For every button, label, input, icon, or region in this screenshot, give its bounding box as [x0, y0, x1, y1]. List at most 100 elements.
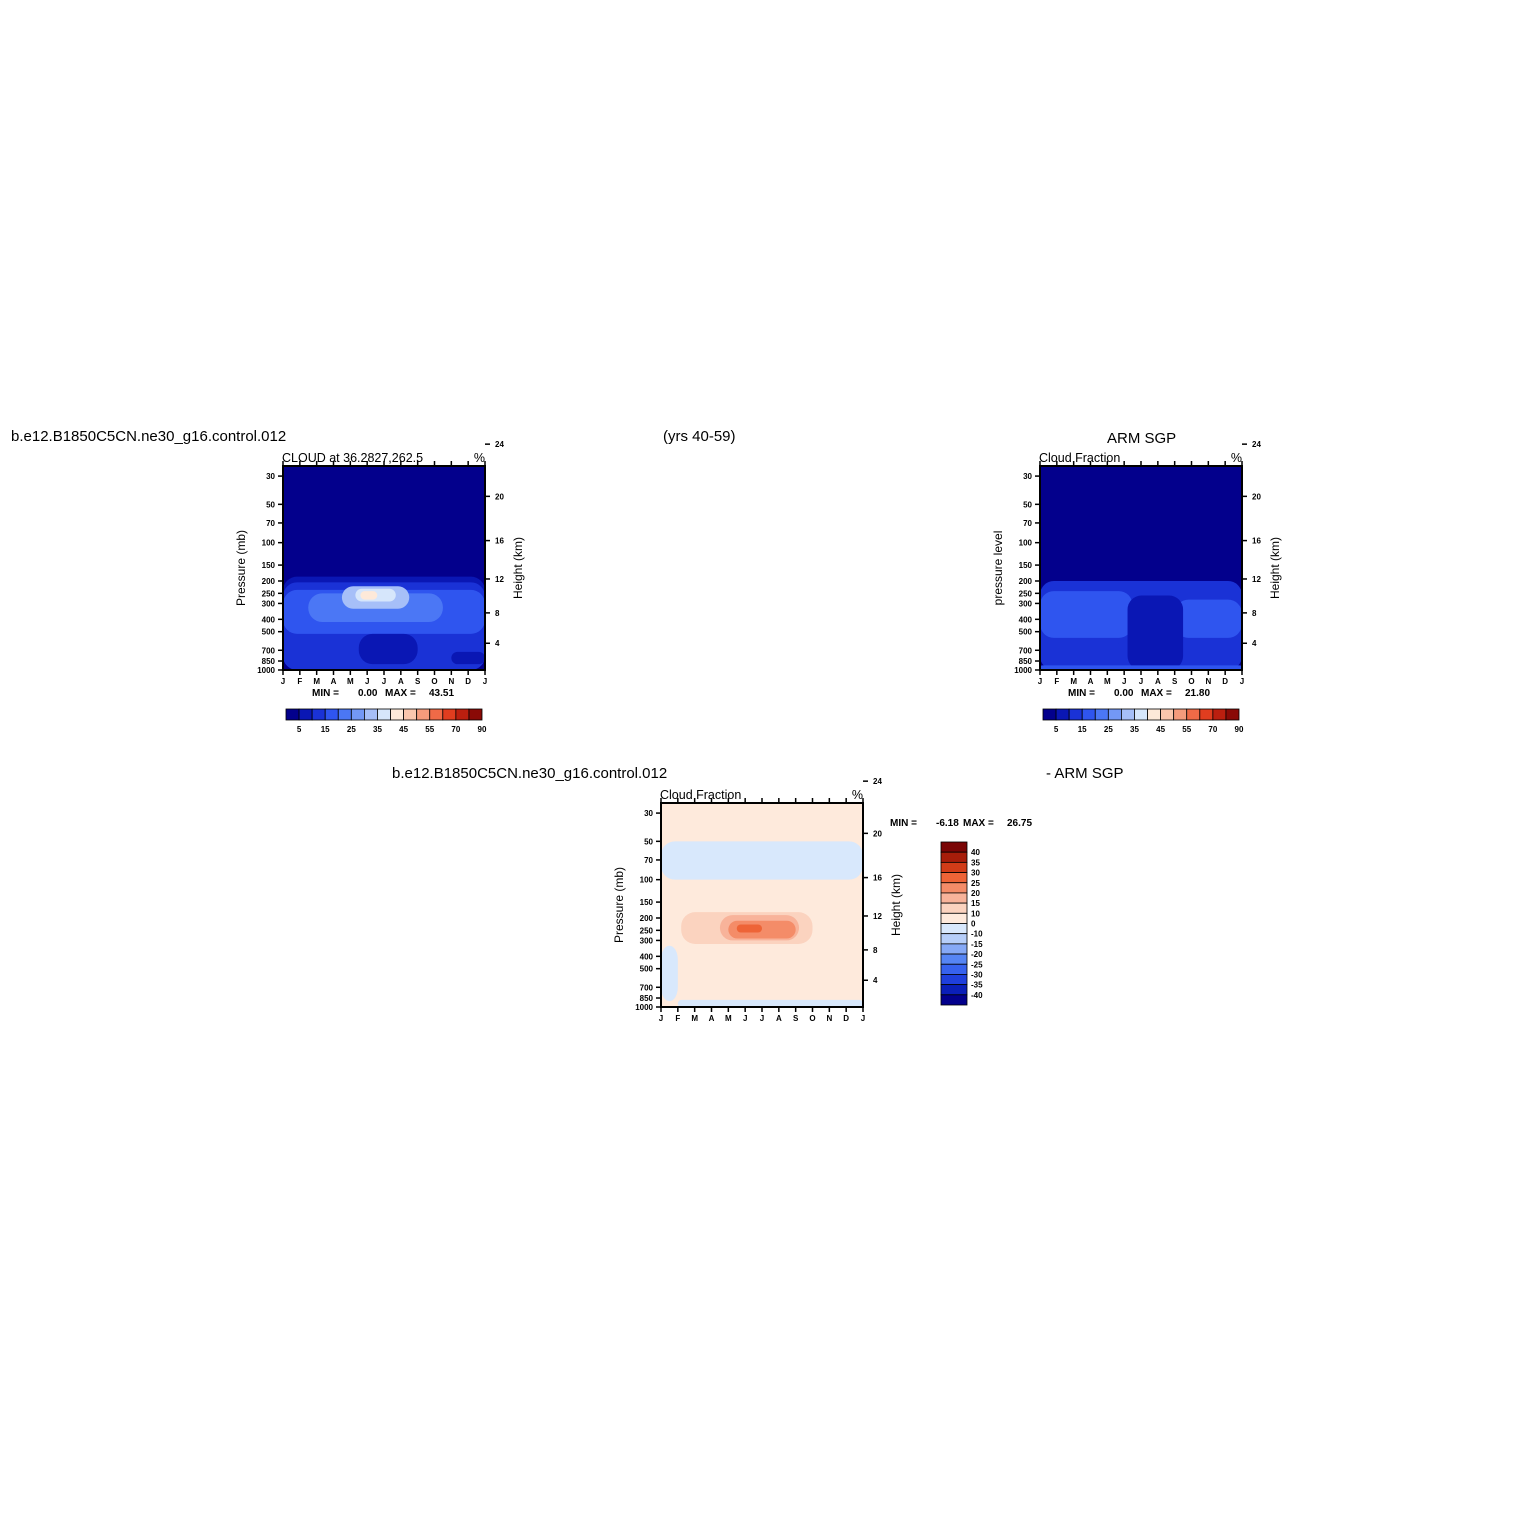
colorbar-box	[1186, 708, 1201, 721]
y-tick-label: 100	[1019, 539, 1033, 548]
colorbar-box	[940, 912, 968, 924]
y-tick-label: 70	[266, 519, 275, 528]
contour-fill	[283, 466, 485, 670]
colorbar-box	[940, 841, 968, 853]
colorbar-box	[940, 963, 968, 975]
x-tick-label: J	[1038, 677, 1042, 686]
colorbar-box	[940, 984, 968, 996]
contour-region-7	[360, 591, 378, 600]
y-tick-label: 850	[1019, 657, 1033, 666]
max-value: 26.75	[1007, 818, 1032, 829]
x-tick-label: A	[331, 677, 337, 686]
y-tick-label: 850	[262, 657, 276, 666]
y-tick-label: 30	[266, 472, 275, 481]
x-tick-label: D	[843, 1014, 849, 1023]
height-tick-label: 16	[873, 874, 882, 883]
colorbar-label: 35	[1130, 725, 1139, 734]
x-tick-label: S	[1172, 677, 1178, 686]
y-tick-label: 70	[644, 856, 653, 865]
contour-region-9	[451, 651, 485, 665]
height-tick-label: 8	[495, 609, 500, 618]
colorbar-label: 25	[347, 725, 356, 734]
colorbar-label: -20	[971, 950, 983, 959]
x-tick-label: M	[1070, 677, 1077, 686]
colorbar-box	[940, 892, 968, 904]
y-tick-label: 250	[1019, 589, 1033, 598]
contour-region-2	[661, 945, 678, 1002]
x-tick-label: J	[1122, 677, 1126, 686]
x-tick-label: N	[1205, 677, 1211, 686]
y-axis-label: pressure level	[991, 531, 1005, 606]
y-tick-label: 150	[640, 898, 654, 907]
colorbar-box	[1068, 708, 1083, 721]
x-tick-label: S	[793, 1014, 799, 1023]
obs-title: ARM SGP	[1107, 430, 1176, 447]
y-tick-label: 200	[1019, 577, 1033, 586]
colorbar-label: 90	[478, 725, 487, 734]
units-label: %	[474, 451, 485, 465]
y-axis-right-label: Height (km)	[1268, 537, 1282, 599]
y-axis-right-label: Height (km)	[511, 537, 525, 599]
min-label: MIN =	[1068, 688, 1095, 699]
y-tick-label: 850	[640, 994, 654, 1003]
x-tick-label: M	[347, 677, 354, 686]
colorbar: 5 15 25 35 45 55 70 90	[285, 708, 487, 734]
y-tick-label: 300	[262, 599, 276, 608]
height-tick-label: 20	[495, 492, 504, 501]
x-tick-label: M	[725, 1014, 732, 1023]
max-label: MAX =	[385, 688, 416, 699]
x-tick-label: J	[760, 1014, 764, 1023]
contour-region-2	[1040, 591, 1133, 638]
panel-title: Cloud Fraction	[1039, 451, 1120, 465]
colorbar-box	[298, 708, 313, 721]
x-tick-label: N	[448, 677, 454, 686]
colorbar-box	[940, 851, 968, 863]
colorbar-box	[363, 708, 378, 721]
x-tick-label: J	[365, 677, 369, 686]
colorbar-box	[1107, 708, 1122, 721]
colorbar-box	[1121, 708, 1135, 721]
height-tick-label: 20	[1252, 492, 1261, 501]
height-tick-label: 24	[495, 440, 504, 449]
y-tick-label: 50	[1023, 500, 1032, 509]
x-tick-label: J	[483, 677, 487, 686]
height-tick-label: 12	[1252, 575, 1261, 584]
y-tick-label: 70	[1023, 519, 1032, 528]
x-tick-label: A	[776, 1014, 782, 1023]
colorbar-box	[468, 708, 483, 721]
y-tick-label: 100	[262, 539, 276, 548]
colorbar-label: 25	[971, 879, 980, 888]
contour-fill	[1040, 466, 1242, 670]
colorbar-label: 45	[1156, 725, 1165, 734]
colorbar-box	[940, 861, 968, 873]
contour-region-1	[661, 841, 863, 880]
x-tick-label: S	[415, 677, 421, 686]
colorbar-box	[1081, 708, 1096, 721]
y-tick-label: 150	[262, 561, 276, 570]
x-tick-label: J	[1240, 677, 1244, 686]
y-tick-label: 500	[640, 965, 654, 974]
min-value: -6.18	[936, 818, 959, 829]
y-tick-label: 1000	[257, 666, 275, 675]
y-axis-label: Pressure (mb)	[234, 530, 248, 606]
y-tick-label: 300	[1019, 599, 1033, 608]
y-tick-label: 400	[640, 952, 654, 961]
model-cloud-panel: CLOUD at 36.2827,262.5 %J F M A M J J A S O N D J3050…	[234, 440, 525, 734]
y-tick-label: 150	[1019, 561, 1033, 570]
y-tick-label: 700	[262, 646, 276, 655]
colorbar-box	[940, 882, 968, 894]
y-tick-label: 400	[262, 615, 276, 624]
x-tick-label: O	[1188, 677, 1194, 686]
height-tick-label: 8	[873, 946, 878, 955]
contour-region-0	[661, 803, 863, 1007]
min-value: 0.00	[1114, 688, 1134, 699]
x-tick-label: M	[313, 677, 320, 686]
colorbar-label: 15	[1078, 725, 1087, 734]
colorbar-label: 15	[971, 899, 980, 908]
x-tick-label: F	[1054, 677, 1059, 686]
colorbar-label: 25	[1104, 725, 1113, 734]
x-tick-label: J	[659, 1014, 663, 1023]
colorbar-box	[940, 974, 968, 986]
x-tick-label: A	[709, 1014, 715, 1023]
